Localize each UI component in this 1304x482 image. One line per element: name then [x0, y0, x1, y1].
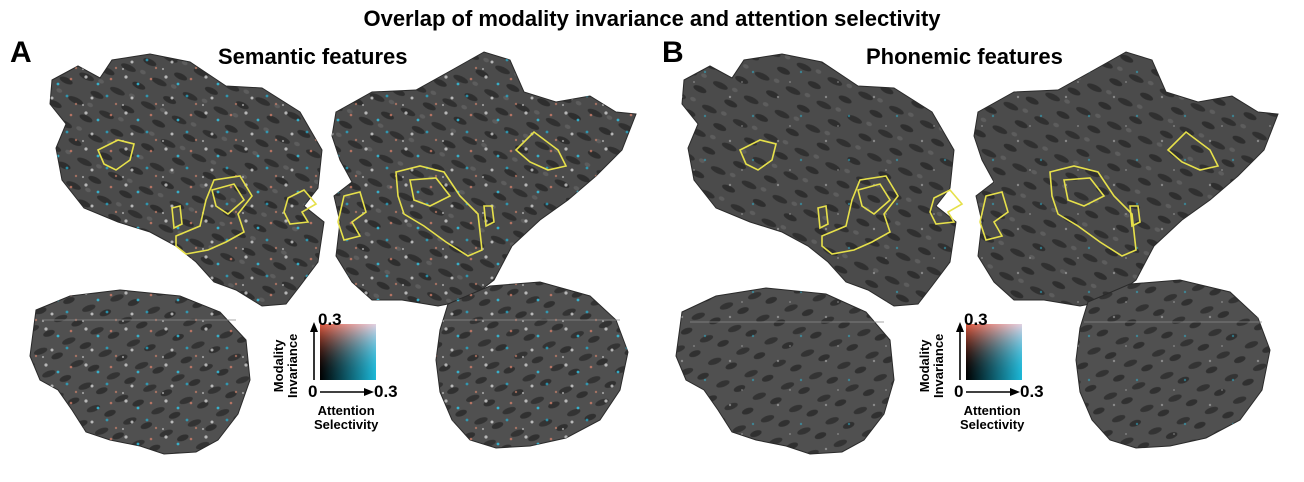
panel-b-legend-ymax: 0.3 [964, 310, 988, 329]
panel-b-letter: B [662, 36, 684, 69]
panel-a-legend-ylabel: Modality Invariance [271, 333, 300, 398]
figure-title: Overlap of modality invariance and atten… [363, 6, 941, 31]
panel-a-flatmap-right [331, 51, 637, 307]
panel-a-legend-ymax: 0.3 [318, 310, 342, 329]
panel-b-inflated-left [675, 287, 895, 455]
panel-a-legend-xlabel: Attention Selectivity [314, 403, 379, 432]
panel-a-title: Semantic features [218, 44, 408, 69]
panel-b-legend-arrows [956, 322, 1020, 396]
panel-a-inflated-left [29, 289, 251, 455]
panel-a-legend-xmax: 0.3 [374, 382, 398, 401]
panel-b-inflated-right [1075, 279, 1271, 449]
panel-b-flatmap-right [973, 51, 1279, 307]
panel-a-legend-origin: 0 [308, 382, 318, 401]
panel-b-legend-colormap [966, 324, 1022, 380]
panel-a-inflated-right [435, 281, 629, 449]
panel-a-legend-arrows [310, 322, 374, 396]
panel-a-flatmap-left [49, 53, 325, 307]
panel-b-legend-xlabel: Attention Selectivity [960, 403, 1025, 432]
panel-a-legend-colormap [320, 324, 376, 380]
panel-b-flatmap-left [681, 53, 957, 307]
panel-b-legend-xmax: 0.3 [1020, 382, 1044, 401]
panel-b-title: Phonemic features [866, 44, 1063, 69]
panel-a-roi-outlines [96, 130, 568, 257]
panel-b-legend-origin: 0 [954, 382, 964, 401]
panel-b-legend-ylabel: Modality Invariance [917, 333, 946, 398]
panel-b-roi-outlines [738, 130, 1220, 257]
panel-a-letter: A [10, 36, 32, 69]
